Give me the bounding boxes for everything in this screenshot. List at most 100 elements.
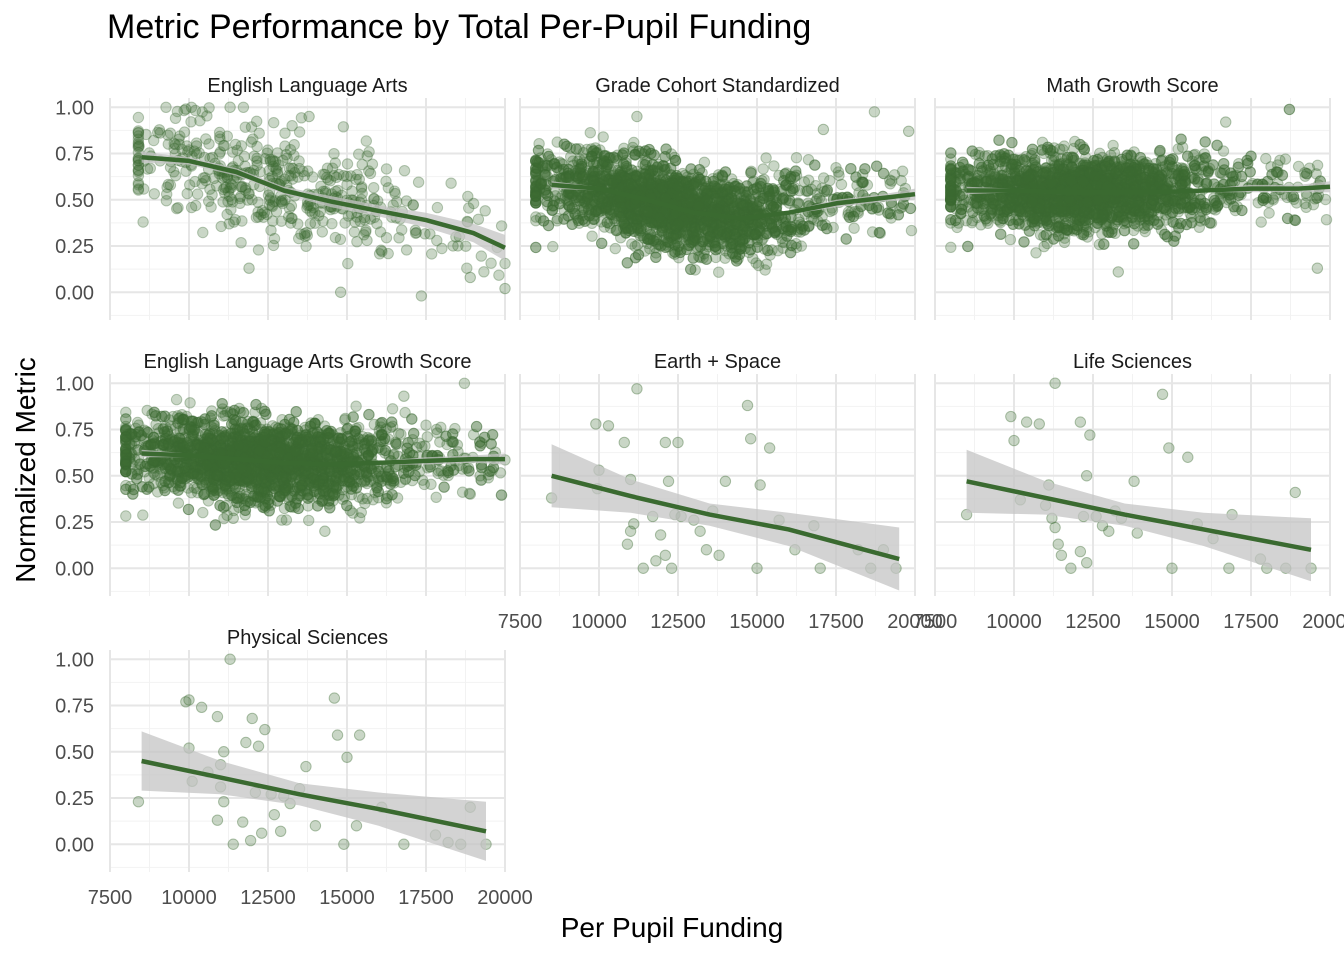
data-point xyxy=(643,168,655,181)
data-point xyxy=(132,125,145,137)
facet-strip-label: Grade Cohort Standardized xyxy=(595,75,840,97)
data-point xyxy=(759,264,771,276)
data-point xyxy=(354,215,366,228)
data-point xyxy=(625,178,637,190)
data-point xyxy=(608,151,620,164)
data-point xyxy=(324,175,337,187)
data-point xyxy=(859,163,871,175)
data-point xyxy=(464,271,476,284)
data-point xyxy=(275,196,288,208)
data-point xyxy=(252,206,264,218)
data-point xyxy=(431,201,444,214)
data-point xyxy=(214,146,227,158)
data-point xyxy=(659,192,672,204)
data-point xyxy=(341,179,353,191)
data-point xyxy=(261,147,273,159)
data-point xyxy=(601,216,613,229)
data-point xyxy=(358,229,370,241)
data-point xyxy=(356,187,368,200)
data-point xyxy=(407,199,419,211)
data-point xyxy=(672,180,684,193)
data-point xyxy=(817,123,830,136)
data-point xyxy=(540,187,552,199)
data-point xyxy=(172,202,184,214)
data-point xyxy=(380,232,393,244)
data-point xyxy=(238,150,251,163)
data-point xyxy=(226,196,239,208)
data-point xyxy=(154,127,166,139)
data-point xyxy=(809,159,821,171)
data-point xyxy=(653,212,666,224)
data-point xyxy=(219,187,231,199)
data-point xyxy=(606,177,619,189)
data-point xyxy=(262,144,274,156)
data-point xyxy=(226,193,238,206)
data-point xyxy=(371,218,383,230)
data-point xyxy=(266,170,278,183)
data-point xyxy=(235,140,248,152)
data-point xyxy=(253,127,265,139)
data-point xyxy=(803,220,815,232)
data-point xyxy=(309,207,321,219)
data-point xyxy=(353,148,365,160)
data-point xyxy=(266,199,278,212)
data-point xyxy=(168,137,180,150)
data-point xyxy=(190,140,203,152)
data-point xyxy=(363,165,375,177)
data-point xyxy=(264,155,277,168)
data-point xyxy=(132,166,145,178)
data-point xyxy=(651,161,663,173)
data-point xyxy=(342,257,354,270)
data-point xyxy=(361,150,373,162)
data-point xyxy=(326,162,339,174)
data-point xyxy=(234,197,246,210)
data-point xyxy=(643,233,656,245)
data-point xyxy=(132,111,145,124)
data-point xyxy=(555,172,567,185)
data-point xyxy=(293,155,305,167)
data-point xyxy=(178,126,191,138)
data-point xyxy=(669,154,682,167)
data-point xyxy=(675,244,687,256)
data-point xyxy=(631,110,643,123)
data-point xyxy=(475,250,487,262)
data-point xyxy=(174,130,186,142)
data-point xyxy=(356,158,368,171)
data-point xyxy=(302,165,314,177)
data-point xyxy=(275,215,288,227)
data-point xyxy=(307,202,319,214)
data-point xyxy=(200,174,212,187)
data-point xyxy=(203,138,215,150)
data-point xyxy=(368,193,380,205)
data-point xyxy=(221,208,233,221)
data-point xyxy=(180,165,192,177)
data-point xyxy=(304,205,316,217)
data-point xyxy=(225,182,237,194)
data-point xyxy=(164,127,177,139)
data-point xyxy=(197,172,210,184)
data-point xyxy=(645,178,657,190)
data-point xyxy=(625,211,637,224)
data-point xyxy=(262,189,275,201)
data-point xyxy=(547,240,559,253)
data-point xyxy=(288,149,300,162)
data-point xyxy=(173,138,185,151)
data-point xyxy=(380,175,392,188)
facet-strip-label: English Language Arts xyxy=(207,75,407,97)
data-point xyxy=(321,162,334,174)
data-point xyxy=(346,185,358,197)
data-point xyxy=(181,187,193,200)
data-point xyxy=(280,148,292,161)
data-point xyxy=(203,195,215,208)
data-point xyxy=(672,218,685,230)
data-point xyxy=(266,200,279,213)
data-point xyxy=(389,187,401,200)
data-point xyxy=(276,194,288,206)
data-point xyxy=(328,148,340,160)
data-point xyxy=(272,159,285,171)
data-point xyxy=(375,244,387,256)
data-point xyxy=(700,253,713,265)
data-point xyxy=(265,224,277,237)
data-point xyxy=(210,180,223,192)
data-point xyxy=(745,167,757,179)
